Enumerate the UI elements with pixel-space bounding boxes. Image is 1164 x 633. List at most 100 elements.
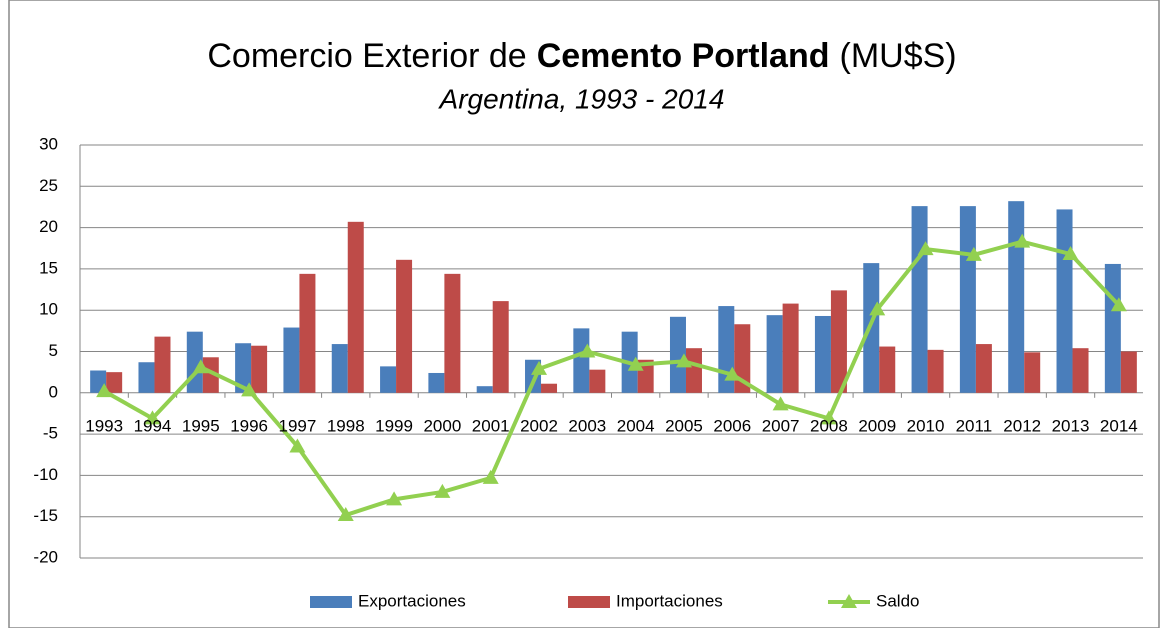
title-bold: Cemento Portland — [537, 37, 830, 75]
legend-swatch — [568, 596, 610, 608]
x-tick-label: 2001 — [472, 416, 510, 435]
x-tick-label: 2013 — [1052, 416, 1090, 435]
bar — [1072, 348, 1089, 393]
x-tick-label: 1997 — [279, 416, 317, 435]
bar — [879, 346, 896, 393]
bar — [541, 383, 558, 393]
x-tick-label: 1996 — [230, 416, 268, 435]
chart-title: Comercio Exterior de Cemento Portland (MU$… — [207, 37, 956, 75]
bar — [814, 315, 831, 393]
bar — [202, 357, 219, 393]
x-tick-label: 1993 — [85, 416, 123, 435]
line-marker — [289, 438, 306, 453]
x-tick-label: 1998 — [327, 416, 365, 435]
bar — [347, 221, 364, 393]
bar — [380, 366, 397, 393]
bar — [782, 303, 799, 393]
y-tick-label: -20 — [33, 547, 58, 566]
x-tick-label: 1994 — [134, 416, 172, 435]
bar — [830, 290, 847, 393]
x-tick-label: 1995 — [182, 416, 220, 435]
line-marker — [531, 360, 548, 375]
y-tick-label: -5 — [43, 424, 58, 443]
bar — [283, 327, 300, 393]
x-tick-label: 2000 — [423, 416, 461, 435]
bar — [1120, 351, 1137, 393]
bar — [251, 345, 268, 393]
labels: -20 -15 -10 -5 0 5 10 15 20 25 30 1993 1994 1995 1996 1… — [33, 134, 1137, 566]
line-marker — [869, 301, 886, 316]
x-tick-label: 1999 — [375, 416, 413, 435]
legend: Exportaciones Importaciones Saldo — [310, 591, 919, 610]
y-tick-label: -10 — [33, 465, 58, 484]
line-marker — [482, 469, 499, 484]
legend-swatch — [310, 596, 352, 608]
y-tick-label: 15 — [39, 258, 58, 277]
x-tick-label: 2009 — [858, 416, 896, 435]
bar — [669, 316, 686, 393]
bar — [927, 349, 944, 393]
legend-label: Exportaciones — [358, 591, 466, 610]
lines — [96, 233, 1127, 522]
line-marker — [192, 359, 209, 374]
line-marker — [434, 483, 451, 498]
y-tick-label: 25 — [39, 176, 58, 195]
bar — [734, 324, 751, 393]
bar — [1024, 352, 1041, 393]
x-tick-label: 2008 — [810, 416, 848, 435]
x-tick-label: 2006 — [713, 416, 751, 435]
y-tick-label: 5 — [49, 341, 58, 360]
line-marker — [917, 241, 934, 256]
line-marker — [772, 396, 789, 411]
chart-subtitle: Argentina, 1993 - 2014 — [438, 83, 725, 114]
y-tick-label: -15 — [33, 506, 58, 525]
bar — [1008, 201, 1025, 393]
bar — [975, 344, 992, 393]
line-marker — [627, 356, 644, 371]
legend-label: Saldo — [876, 591, 919, 610]
bar — [685, 348, 702, 393]
bar — [428, 372, 445, 393]
bar — [444, 273, 461, 393]
bar — [331, 344, 348, 393]
line-marker — [820, 410, 837, 425]
x-tick-label: 2014 — [1100, 416, 1138, 435]
x-tick-label: 2005 — [665, 416, 703, 435]
bar — [863, 263, 880, 393]
x-tick-label: 2012 — [1003, 416, 1041, 435]
line-series — [103, 239, 1121, 518]
x-tick-label: 2007 — [762, 416, 800, 435]
y-tick-label: 30 — [39, 134, 58, 153]
line-marker — [965, 246, 982, 261]
line-marker — [579, 343, 596, 358]
legend-label: Importaciones — [616, 591, 723, 610]
bar — [959, 206, 976, 393]
bar — [154, 336, 171, 393]
line-marker — [96, 383, 113, 398]
line-marker — [386, 491, 403, 506]
bar — [476, 386, 493, 393]
bar — [492, 301, 509, 393]
bar — [766, 315, 783, 393]
bar — [573, 328, 590, 393]
bar — [106, 372, 123, 393]
bar — [589, 369, 606, 393]
line-marker — [1014, 233, 1031, 248]
line-marker — [1110, 297, 1127, 312]
x-tick-label: 2010 — [907, 416, 945, 435]
line-marker — [144, 410, 161, 425]
bar — [138, 362, 155, 393]
line-marker — [724, 366, 741, 381]
line-marker — [1062, 246, 1079, 261]
x-tick-label: 2002 — [520, 416, 558, 435]
bar — [1104, 263, 1121, 393]
bar — [911, 206, 928, 393]
bar — [396, 259, 413, 393]
line-marker — [241, 382, 258, 397]
bar — [299, 273, 316, 393]
x-tick-label: 2003 — [568, 416, 606, 435]
line-marker — [337, 507, 354, 522]
legend-marker — [841, 594, 857, 608]
title-part: (MU$S) — [840, 37, 957, 75]
